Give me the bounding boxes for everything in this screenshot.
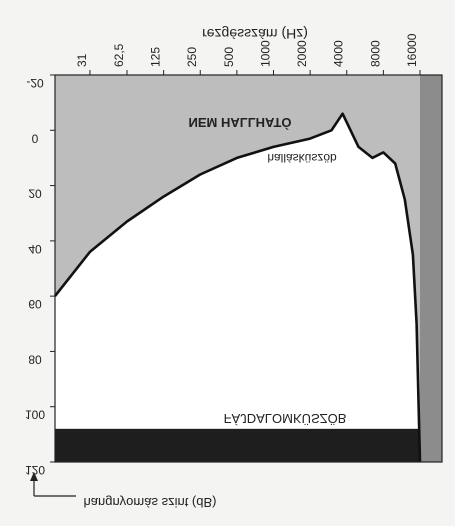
y-tick-label: -20	[26, 76, 44, 90]
inaudible-region	[55, 75, 420, 462]
axis-ticks: 31 62,5 125 250 500 1000 2000 4000 8000 16000 -20 0…	[25, 33, 421, 477]
x-tick-label: 2000	[295, 40, 309, 67]
y-tick-label: 80	[28, 352, 42, 366]
ultrasound-strip	[420, 75, 442, 462]
y-tick-label: 40	[28, 242, 42, 256]
plot-area	[53, 74, 443, 463]
y-tick-label: 100	[25, 408, 45, 422]
x-tick-label: 500	[222, 47, 236, 67]
x-tick-label: 125	[149, 47, 163, 67]
x-tick-label: 16000	[405, 33, 419, 67]
hearing-threshold-line	[53, 112, 422, 463]
y-tick-label: 120	[25, 463, 45, 477]
hearing-threshold-label: hallásküszöb	[267, 151, 337, 165]
y-axis-origin-arrow	[30, 472, 76, 497]
inaudible-region-label: NEM HALLHATÓ	[188, 115, 291, 130]
chart-labels: rezgésszám (Hz) hangnyomás szint (dB) NE…	[84, 26, 347, 510]
y-tick-label: 20	[28, 187, 42, 201]
pain-threshold-label: FÁJDALOMKÜSZÖB	[224, 411, 347, 426]
y-tick-label: 0	[32, 131, 39, 145]
x-tick-label: 8000	[368, 40, 382, 67]
plot-frame	[54, 74, 443, 463]
x-tick-label: 250	[185, 47, 199, 67]
x-tick-label: 62,5	[112, 43, 126, 67]
y-tick-label: 60	[28, 297, 42, 311]
x-axis-title: rezgésszám (Hz)	[202, 26, 308, 42]
pain-threshold-band	[55, 428, 420, 462]
x-tick-label: 1000	[258, 40, 272, 67]
y-axis-title: hangnyomás szint (dB)	[84, 495, 217, 510]
x-tick-label: 31	[75, 53, 89, 67]
x-tick-label: 4000	[332, 40, 346, 67]
